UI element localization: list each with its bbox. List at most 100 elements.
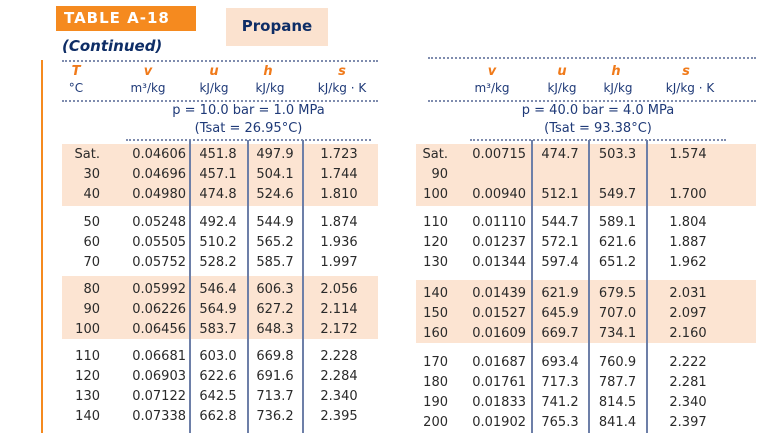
header-t-symbol: T	[71, 64, 81, 79]
header-rule-right	[428, 100, 756, 102]
enthalpy-cell: 707.0	[598, 306, 637, 321]
volume-cell: 0.04980	[132, 187, 186, 202]
enthalpy-cell: 565.2	[256, 235, 294, 250]
vline-left-1	[189, 140, 191, 433]
header-rule-left	[62, 100, 378, 102]
temperature-cell: 120	[75, 369, 100, 384]
header-s-unit-right: kJ/kg · K	[665, 81, 715, 95]
header-u-symbol-right: u	[557, 64, 567, 79]
energy-cell: 645.9	[541, 306, 579, 321]
entropy-cell: 2.222	[669, 355, 707, 370]
volume-cell: 0.01110	[472, 215, 526, 230]
header-h-symbol: h	[263, 64, 273, 79]
volume-cell: 0.06226	[132, 302, 186, 317]
temperature-cell: 110	[75, 349, 100, 364]
enthalpy-cell: 549.7	[598, 187, 637, 202]
energy-cell: 572.1	[541, 235, 579, 250]
enthalpy-cell: 713.7	[256, 389, 294, 404]
entropy-cell: 1.804	[669, 215, 707, 230]
temperature-cell: 180	[423, 375, 448, 390]
temperature-cell: 140	[423, 286, 448, 301]
temperature-cell: 110	[423, 215, 448, 230]
entropy-cell: 2.228	[320, 349, 358, 364]
volume-cell: 0.06903	[132, 369, 186, 384]
volume-cell: 0.01687	[472, 355, 526, 370]
volume-cell: 0.05505	[132, 235, 186, 250]
band-right-1	[416, 144, 756, 206]
header-u-unit: kJ/kg	[199, 81, 229, 95]
volume-cell: 0.01439	[472, 286, 526, 301]
temperature-cell: 200	[423, 415, 448, 430]
vline-right-1	[531, 140, 533, 433]
header-v-unit-right: m³/kg	[474, 81, 510, 95]
temperature-cell: 130	[423, 255, 448, 270]
header-u-symbol: u	[209, 64, 219, 79]
temperature-cell: 90	[83, 302, 100, 317]
enthalpy-cell: 736.2	[256, 409, 294, 424]
orange-edge	[41, 60, 43, 433]
enthalpy-cell: 651.2	[598, 255, 637, 270]
entropy-cell: 1.997	[320, 255, 358, 270]
tsat-left: (Tsat = 26.95°C)	[194, 121, 303, 136]
header-s-symbol-right: s	[682, 64, 690, 79]
energy-cell: 474.7	[541, 147, 579, 162]
substance-title: Propane	[226, 8, 328, 46]
enthalpy-cell: 589.1	[598, 215, 637, 230]
entropy-cell: 1.744	[320, 167, 358, 182]
enthalpy-cell: 621.6	[598, 235, 637, 250]
header-v-symbol-right: v	[487, 64, 497, 79]
entropy-cell: 2.097	[669, 306, 707, 321]
temperature-cell: 50	[83, 215, 100, 230]
top-rule-left	[62, 60, 378, 62]
temperature-cell: 40	[83, 187, 100, 202]
volume-cell: 0.01609	[472, 326, 526, 341]
header-t-unit: °C	[68, 81, 84, 95]
energy-cell: 451.8	[199, 147, 237, 162]
enthalpy-cell: 841.4	[598, 415, 637, 430]
header-u-unit-right: kJ/kg	[547, 81, 577, 95]
volume-cell: 0.04696	[132, 167, 186, 182]
pressure-left: p = 10.0 bar = 1.0 MPa	[172, 103, 325, 118]
temperature-cell: 100	[75, 322, 100, 337]
enthalpy-cell: 760.9	[598, 355, 637, 370]
entropy-cell: 2.160	[669, 326, 707, 341]
entropy-cell: 1.887	[669, 235, 707, 250]
volume-cell: 0.04606	[132, 147, 186, 162]
enthalpy-cell: 787.7	[598, 375, 637, 390]
entropy-cell: 1.874	[320, 215, 358, 230]
entropy-cell: 1.700	[669, 187, 707, 202]
volume-cell: 0.01344	[472, 255, 526, 270]
vline-right-3	[646, 140, 648, 433]
volume-cell: 0.00715	[472, 147, 526, 162]
header-v-symbol: v	[143, 64, 153, 79]
energy-cell: 583.7	[199, 322, 237, 337]
temperature-cell: 30	[83, 167, 100, 182]
energy-cell: 510.2	[199, 235, 237, 250]
temperature-cell: 190	[423, 395, 448, 410]
enthalpy-cell: 544.9	[256, 215, 294, 230]
temperature-cell: Sat.	[422, 147, 448, 162]
volume-cell: 0.05248	[132, 215, 186, 230]
band-right-2	[416, 280, 756, 343]
continued-label: (Continued)	[62, 37, 163, 55]
energy-cell: 512.1	[541, 187, 579, 202]
energy-cell: 474.8	[199, 187, 237, 202]
energy-cell: 693.4	[541, 355, 579, 370]
volume-cell: 0.07122	[132, 389, 186, 404]
energy-cell: 564.9	[199, 302, 237, 317]
volume-cell: 0.01527	[472, 306, 526, 321]
band-left-1	[62, 144, 378, 206]
entropy-cell: 2.114	[320, 302, 358, 317]
enthalpy-cell: 627.2	[256, 302, 294, 317]
vline-left-3	[302, 140, 304, 433]
entropy-cell: 1.936	[320, 235, 358, 250]
entropy-cell: 2.397	[669, 415, 707, 430]
band-left-2	[62, 276, 378, 339]
energy-cell: 765.3	[541, 415, 579, 430]
entropy-cell: 1.810	[320, 187, 358, 202]
enthalpy-cell: 524.6	[256, 187, 294, 202]
vline-left-2	[247, 140, 249, 433]
volume-cell: 0.00940	[472, 187, 526, 202]
tsat-rule-right	[470, 139, 726, 141]
temperature-cell: 120	[423, 235, 448, 250]
